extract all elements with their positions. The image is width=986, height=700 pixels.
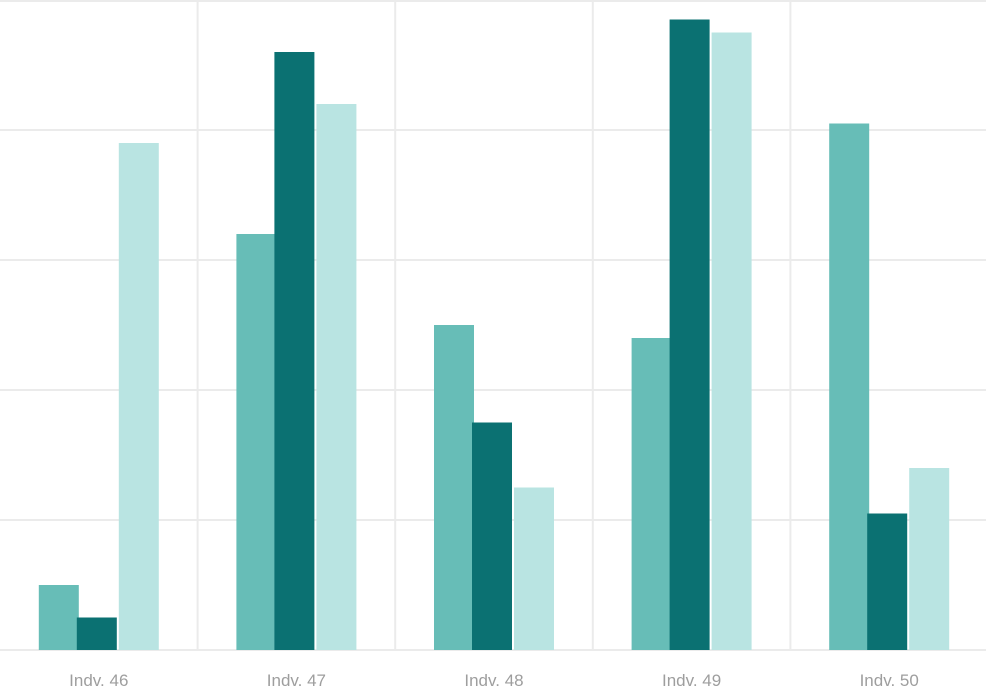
bar (829, 123, 870, 650)
bar (472, 422, 512, 650)
x-tick-label: Indv. 48 (464, 671, 523, 690)
bar (711, 32, 752, 650)
bar (631, 338, 672, 650)
x-tick-label: Indv. 46 (69, 671, 128, 690)
bar (38, 585, 79, 650)
bar (316, 104, 357, 650)
bar (669, 19, 710, 650)
bar (514, 487, 554, 650)
bar (867, 513, 908, 650)
x-tick-label: Indv. 49 (662, 671, 721, 690)
bar (434, 325, 474, 650)
bar (118, 143, 159, 650)
bar (274, 52, 315, 650)
x-tick-label: Indv. 47 (267, 671, 326, 690)
x-tick-label: Indv. 50 (860, 671, 919, 690)
bar (909, 468, 950, 650)
bar (76, 617, 117, 650)
bar (236, 234, 277, 650)
